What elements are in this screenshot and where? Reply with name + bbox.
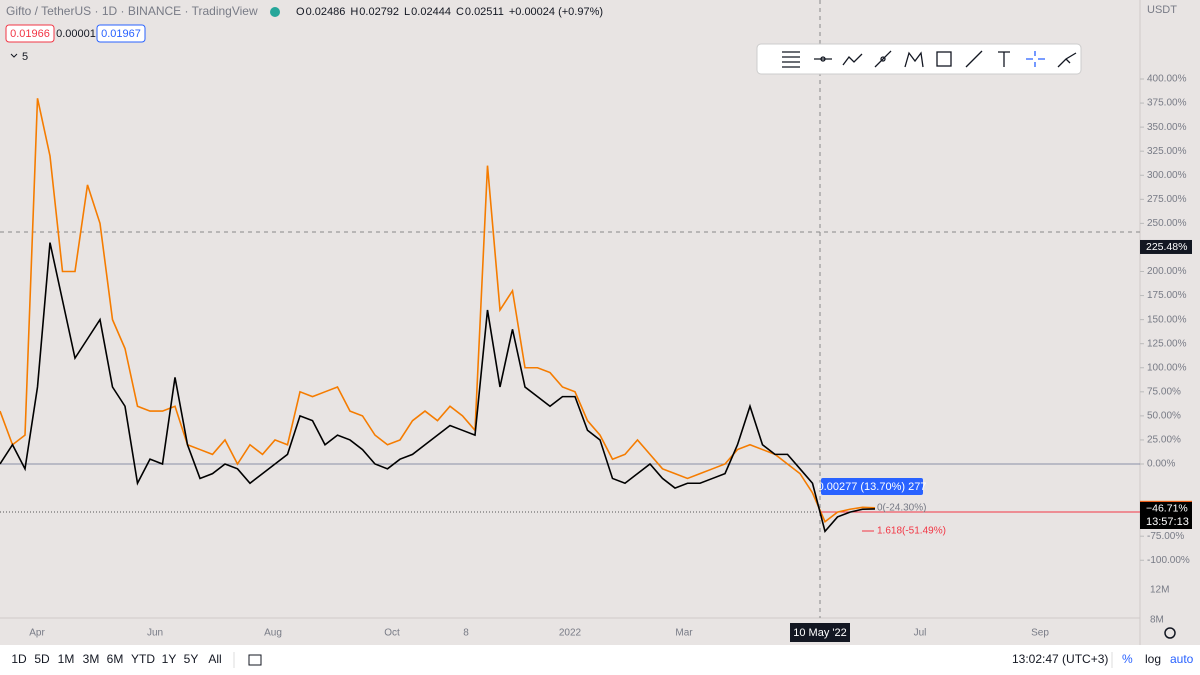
sell-box[interactable] <box>5 24 55 43</box>
y-tick-label: 325.00% <box>1147 146 1187 157</box>
y-tick-label: 75.00% <box>1147 386 1181 397</box>
y-tick-label: 50.00% <box>1147 411 1181 422</box>
ohlc-value: 0.02511 <box>465 6 504 18</box>
toolbar-icons[interactable] <box>782 50 1077 68</box>
ohlc-value: 0.02444 <box>411 6 451 18</box>
y-tick-label: 0.00% <box>1147 459 1175 470</box>
status-dot <box>270 7 280 17</box>
ohlc-key: H <box>350 6 358 18</box>
time-label: Aug <box>264 628 282 639</box>
range-button[interactable]: 3M <box>83 652 100 666</box>
buy-box[interactable] <box>96 24 146 43</box>
price-axis-bg <box>1140 0 1200 645</box>
sell[interactable]: 0.01966 <box>10 28 50 40</box>
time-label: Mar <box>675 628 693 639</box>
ohlc-key: L <box>404 6 410 18</box>
price-badge <box>1140 501 1192 516</box>
y-tick-label: 100.00% <box>1147 362 1187 373</box>
indicator-count[interactable]: 5 <box>22 51 28 63</box>
time-label: Apr <box>29 628 45 639</box>
y-tick-label: -75.00% <box>1147 531 1184 542</box>
price-line <box>0 242 876 534</box>
time-label: 8 <box>463 628 469 639</box>
price-badge-label: −46.71% <box>1146 503 1188 515</box>
time-label: Oct <box>384 628 400 639</box>
time-label: 2022 <box>559 628 582 639</box>
y-tick-label: 200.00% <box>1147 266 1187 277</box>
ohlc-key: O <box>296 6 305 18</box>
plot-bg <box>0 0 1140 645</box>
symbol[interactable]: Gifto / TetherUS · 1D · BINANCE · Tradin… <box>6 4 258 18</box>
y-tick-label: 175.00% <box>1147 290 1187 301</box>
range-button[interactable]: All <box>208 652 221 666</box>
y-tick-label: 25.00% <box>1147 435 1181 446</box>
y-tick-label: 375.00% <box>1147 98 1187 109</box>
ohlc-key: C <box>456 6 464 18</box>
countdown: 13:57:13 <box>1146 516 1189 528</box>
price-badge <box>1140 239 1192 254</box>
bottom-bar <box>0 645 1200 675</box>
tooltip: 0.00277 (13.70%) 277 <box>818 481 927 493</box>
volume-tick: 12M <box>1150 585 1169 596</box>
y-tick-label: 150.00% <box>1147 314 1187 325</box>
y-tick-label: -100.00% <box>1147 555 1190 566</box>
buy[interactable]: 0.01967 <box>101 28 141 40</box>
auto-toggle[interactable]: auto <box>1170 652 1194 666</box>
y-tick-label: 125.00% <box>1147 338 1187 349</box>
range-button[interactable]: 5D <box>34 652 50 666</box>
volume-tick: 8M <box>1150 615 1164 626</box>
y-tick-label: 350.00% <box>1147 122 1187 133</box>
time-label: 10 May '22 <box>793 627 846 639</box>
change: +0.00024 (+0.97%) <box>509 6 603 18</box>
range-button[interactable]: 5Y <box>184 652 199 666</box>
settings-icon[interactable] <box>1164 627 1176 639</box>
price-badge-label: 225.48% <box>1146 241 1187 253</box>
time-label: Jun <box>147 628 163 639</box>
price-line <box>0 98 876 524</box>
time-label: Jul <box>914 628 927 639</box>
fib-label: 0(-24.30%) <box>877 503 926 514</box>
date-range-icon[interactable] <box>248 654 262 666</box>
y-tick-label: 400.00% <box>1147 74 1187 85</box>
range-button[interactable]: 6M <box>107 652 124 666</box>
range-button[interactable]: 1Y <box>162 652 177 666</box>
y-tick-label: 275.00% <box>1147 194 1187 205</box>
time-highlight <box>790 623 850 642</box>
range-button[interactable]: 1M <box>58 652 75 666</box>
percent-toggle[interactable]: % <box>1122 652 1133 666</box>
y-tick-label: 300.00% <box>1147 170 1187 181</box>
range-button[interactable]: 1D <box>11 652 27 666</box>
spread: 0.00001 <box>56 28 96 40</box>
range-button[interactable]: YTD <box>131 652 155 666</box>
log-toggle[interactable]: log <box>1145 652 1161 666</box>
ohlc-value: 0.02792 <box>359 6 399 18</box>
y-tick-label: 250.00% <box>1147 218 1187 229</box>
tooltip-bg <box>821 478 923 495</box>
countdown-bg <box>1140 515 1192 529</box>
fib-label: 1.618(-51.49%) <box>877 526 946 537</box>
unit: USDT <box>1147 4 1177 16</box>
collapse-icon[interactable] <box>10 53 18 58</box>
ohlc-value: 0.02486 <box>306 6 346 18</box>
clock: 13:02:47 (UTC+3) <box>1012 652 1108 666</box>
time-label: Sep <box>1031 628 1049 639</box>
